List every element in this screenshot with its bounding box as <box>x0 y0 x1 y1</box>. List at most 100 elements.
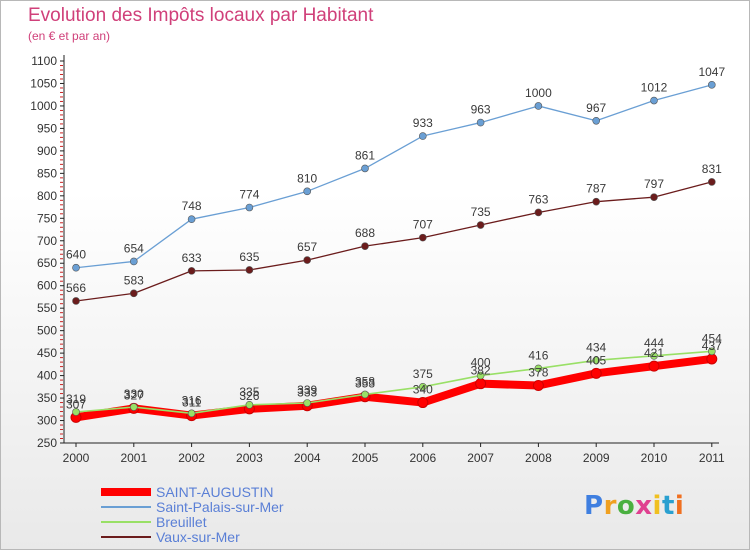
legend-label-vaux-sur-mer: Vaux-sur-Mer <box>156 529 240 545</box>
data-point-breuillet <box>592 356 601 365</box>
data-point-vaux-sur-mer <box>707 178 716 186</box>
data-label-breuillet: 358 <box>355 374 375 388</box>
chart-title: Evolution des Impôts locaux par Habitant <box>28 5 374 26</box>
data-label-breuillet: 319 <box>66 392 86 406</box>
data-label-saint-augustin: 327 <box>124 388 144 402</box>
x-tick-label: 2002 <box>178 451 205 465</box>
y-tick-label: 500 <box>37 324 57 338</box>
legend-item-saint-augustin: SAINT-AUGUSTIN <box>101 485 361 500</box>
data-label-saint-augustin: 311 <box>182 396 201 410</box>
data-point-vaux-sur-mer <box>130 289 138 298</box>
data-label-saint-palais-sur-mer: 748 <box>182 199 202 213</box>
data-label-vaux-sur-mer: 787 <box>586 182 606 196</box>
x-tick-label: 2004 <box>294 451 321 465</box>
data-label-saint-augustin: 405 <box>586 353 606 367</box>
data-point-breuillet <box>187 409 196 418</box>
data-point-saint-palais-sur-mer <box>707 81 716 89</box>
data-point-breuillet <box>650 352 658 360</box>
data-label-breuillet: 454 <box>702 331 722 345</box>
data-point-vaux-sur-mer <box>476 221 485 229</box>
y-tick-label: 250 <box>37 436 57 450</box>
data-point-saint-palais-sur-mer <box>361 164 369 173</box>
data-point-saint-palais-sur-mer <box>130 257 138 266</box>
x-tick-label: 2011 <box>699 451 725 465</box>
y-tick-label: 900 <box>37 144 57 158</box>
data-label-vaux-sur-mer: 583 <box>124 273 144 287</box>
data-label-saint-palais-sur-mer: 774 <box>239 188 259 202</box>
logo-letter: i <box>652 491 662 521</box>
legend-swatch-saint-augustin <box>101 488 151 496</box>
data-label-saint-augustin: 353 <box>355 377 375 391</box>
data-label-saint-augustin: 307 <box>66 397 86 411</box>
y-tick-label: 850 <box>37 166 57 180</box>
data-label-saint-palais-sur-mer: 967 <box>586 101 606 115</box>
data-label-breuillet: 330 <box>124 387 144 401</box>
y-tick-label: 1050 <box>30 76 57 90</box>
data-point-saint-augustin <box>417 397 429 409</box>
data-label-breuillet: 339 <box>297 383 317 397</box>
y-tick-label: 800 <box>37 189 57 203</box>
x-tick-label: 2001 <box>120 451 147 465</box>
data-point-saint-palais-sur-mer <box>592 116 601 125</box>
y-tick-label: 700 <box>37 234 57 248</box>
data-label-saint-palais-sur-mer: 933 <box>413 116 433 130</box>
y-tick-label: 1100 <box>31 54 57 68</box>
y-tick-label: 400 <box>37 369 57 383</box>
x-tick-label: 2003 <box>236 451 263 465</box>
x-tick-label: 2009 <box>583 451 610 465</box>
y-tick-label: 450 <box>37 346 57 360</box>
data-label-breuillet: 434 <box>586 340 606 354</box>
data-point-saint-palais-sur-mer <box>534 102 543 110</box>
data-point-saint-palais-sur-mer <box>187 215 196 223</box>
data-point-vaux-sur-mer <box>534 208 543 217</box>
data-point-breuillet <box>476 371 485 380</box>
data-point-saint-augustin <box>648 360 660 372</box>
series-line-breuillet <box>75 350 713 415</box>
data-label-saint-augustin: 333 <box>297 386 317 400</box>
data-point-vaux-sur-mer <box>72 297 80 305</box>
data-point-vaux-sur-mer <box>650 193 658 201</box>
series-line-saint-palais-sur-mer <box>75 84 713 269</box>
data-label-saint-palais-sur-mer: 654 <box>124 241 144 255</box>
data-point-saint-palais-sur-mer <box>476 118 485 127</box>
data-point-saint-palais-sur-mer <box>303 187 312 196</box>
data-point-saint-augustin <box>532 379 544 391</box>
logo-letter: i <box>674 491 685 521</box>
x-tick-label: 2006 <box>409 451 436 465</box>
data-label-saint-palais-sur-mer: 963 <box>471 103 491 117</box>
data-label-saint-palais-sur-mer: 640 <box>66 248 86 262</box>
data-label-saint-palais-sur-mer: 1047 <box>698 65 725 79</box>
data-label-vaux-sur-mer: 566 <box>66 281 86 295</box>
data-label-saint-augustin: 326 <box>239 389 259 403</box>
data-label-breuillet: 375 <box>413 367 433 381</box>
legend-swatch-saint-palais-sur-mer <box>101 506 151 508</box>
data-point-breuillet <box>707 347 716 356</box>
y-tick-label: 550 <box>37 301 57 315</box>
data-label-breuillet: 400 <box>471 356 491 370</box>
data-point-breuillet <box>303 399 312 407</box>
y-tick-label: 650 <box>37 256 57 270</box>
data-label-breuillet: 416 <box>528 348 548 362</box>
data-label-vaux-sur-mer: 635 <box>239 250 259 264</box>
legend-label-breuillet: Breuillet <box>156 514 207 530</box>
data-point-breuillet <box>245 400 254 409</box>
logo-letter: r <box>603 491 617 521</box>
data-point-saint-palais-sur-mer <box>650 96 658 105</box>
data-label-breuillet: 316 <box>182 393 202 407</box>
y-tick-label: 1000 <box>30 99 57 113</box>
x-tick-label: 2010 <box>641 451 668 465</box>
data-label-vaux-sur-mer: 688 <box>355 226 375 240</box>
legend-swatch-vaux-sur-mer <box>101 536 151 538</box>
y-tick-label: 350 <box>37 391 57 405</box>
data-point-vaux-sur-mer <box>361 242 369 250</box>
y-tick-label: 600 <box>37 279 57 293</box>
logo-letter: P <box>584 491 604 521</box>
data-label-saint-palais-sur-mer: 861 <box>355 148 375 162</box>
data-label-saint-palais-sur-mer: 1000 <box>525 86 552 100</box>
data-point-vaux-sur-mer <box>245 266 254 274</box>
y-tick-label: 750 <box>37 211 57 225</box>
data-label-vaux-sur-mer: 831 <box>702 162 722 176</box>
data-label-vaux-sur-mer: 707 <box>413 218 433 232</box>
legend-item-vaux-sur-mer: Vaux-sur-Mer <box>101 530 361 545</box>
